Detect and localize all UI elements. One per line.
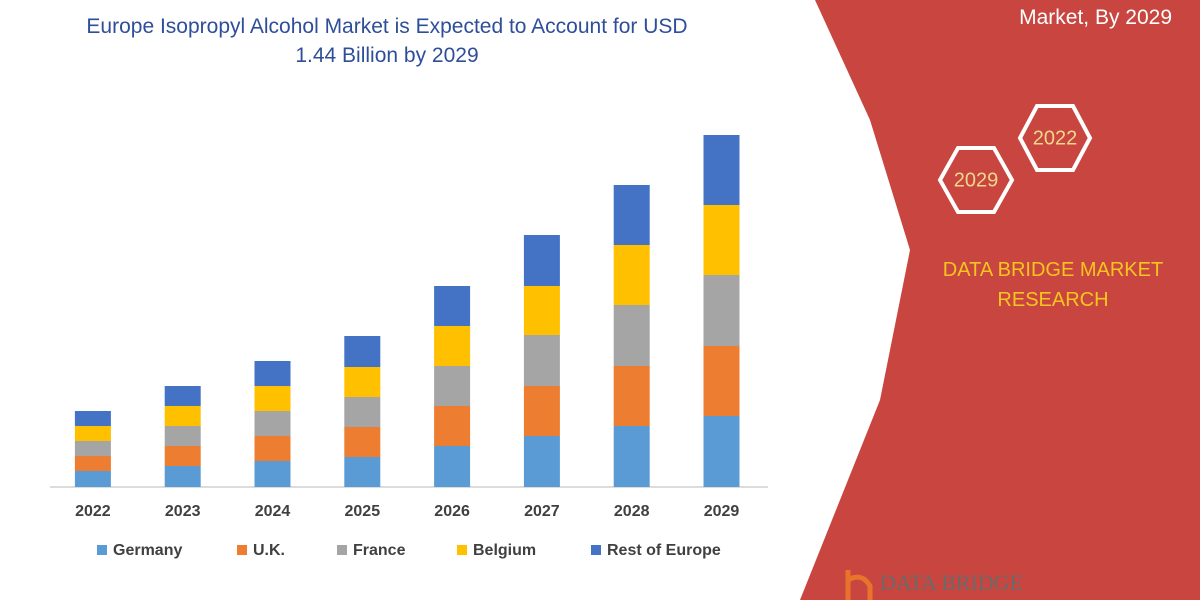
legend-label: Belgium: [473, 542, 536, 559]
legend-label: France: [353, 542, 406, 559]
bar-segment: [613, 366, 650, 426]
x-tick-label: 2027: [524, 503, 560, 520]
bar-segment: [523, 335, 560, 386]
hexagon: [1017, 104, 1093, 172]
bar-segment: [523, 436, 560, 487]
hexagon: [937, 146, 1015, 214]
logo-text: DATA BRIDGE: [880, 570, 1024, 595]
legend-label: Germany: [113, 542, 182, 559]
brand: DATA BRIDGE MARKET RESEARCH: [942, 259, 1164, 311]
bar-segment: [434, 286, 471, 326]
chart: 2022 2023 2024 2025 2026 2027 2028 2029 Germany U…: [50, 135, 768, 559]
bar-segment: [344, 367, 381, 397]
bar-segment: [434, 446, 471, 487]
bar-segment: [164, 446, 201, 466]
x-tick-label: 2028: [614, 503, 650, 520]
legend-swatch: [591, 545, 601, 555]
chart-title: Europe Isopropyl Alcohol Market is Expec…: [86, 15, 688, 67]
bar-segment: [703, 416, 740, 487]
bar-segment: [613, 245, 650, 305]
bar-segment: [613, 426, 650, 487]
hex-label: 2022: [1033, 127, 1078, 149]
bar-segment: [164, 386, 201, 406]
x-tick-label: 2029: [704, 503, 740, 520]
bar-segment: [703, 275, 740, 346]
bar-segment: [164, 406, 201, 426]
x-tick-label: 2025: [345, 503, 381, 520]
logo-icon: [845, 570, 873, 600]
bar-segment: [523, 235, 560, 286]
bar-segment: [703, 346, 740, 416]
bar-segment: [613, 305, 650, 366]
x-tick-label: 2022: [75, 503, 111, 520]
bar-segment: [254, 461, 291, 487]
x-tick-label: 2024: [255, 503, 291, 520]
legend-swatch: [97, 545, 107, 555]
bar-segment: [703, 135, 740, 205]
bar-segment: [254, 411, 291, 436]
bar-segment: [344, 457, 381, 487]
legend-label: Rest of Europe: [607, 542, 721, 559]
bar-segment: [74, 426, 111, 441]
bar-segment: [703, 205, 740, 275]
legend-swatch: [337, 545, 347, 555]
legend-label: U.K.: [253, 542, 285, 559]
bar-segment: [613, 185, 650, 245]
bar-segment: [254, 361, 291, 386]
panel-heading: Market, By 2029: [1019, 6, 1172, 29]
bar-segment: [74, 471, 111, 487]
bar-segment: [434, 326, 471, 366]
bar-segment: [344, 336, 381, 367]
bar-segment: [434, 366, 471, 406]
bar-segment: [254, 386, 291, 411]
legend-swatch: [237, 545, 247, 555]
bar-segment: [164, 466, 201, 487]
bar-segment: [523, 286, 560, 335]
bar-segment: [344, 397, 381, 427]
x-tick-label: 2023: [165, 503, 201, 520]
x-tick-label: 2026: [434, 503, 470, 520]
side-panel: [800, 0, 1200, 600]
bar-segment: [74, 411, 111, 426]
bar-segment: [523, 386, 560, 436]
hex-label: 2029: [954, 169, 999, 191]
bar-segment: [344, 427, 381, 457]
legend-swatch: [457, 545, 467, 555]
bar-segment: [254, 436, 291, 461]
bar-segment: [74, 456, 111, 471]
bar-segment: [74, 441, 111, 456]
bar-segment: [164, 426, 201, 446]
bar-segment: [434, 406, 471, 446]
